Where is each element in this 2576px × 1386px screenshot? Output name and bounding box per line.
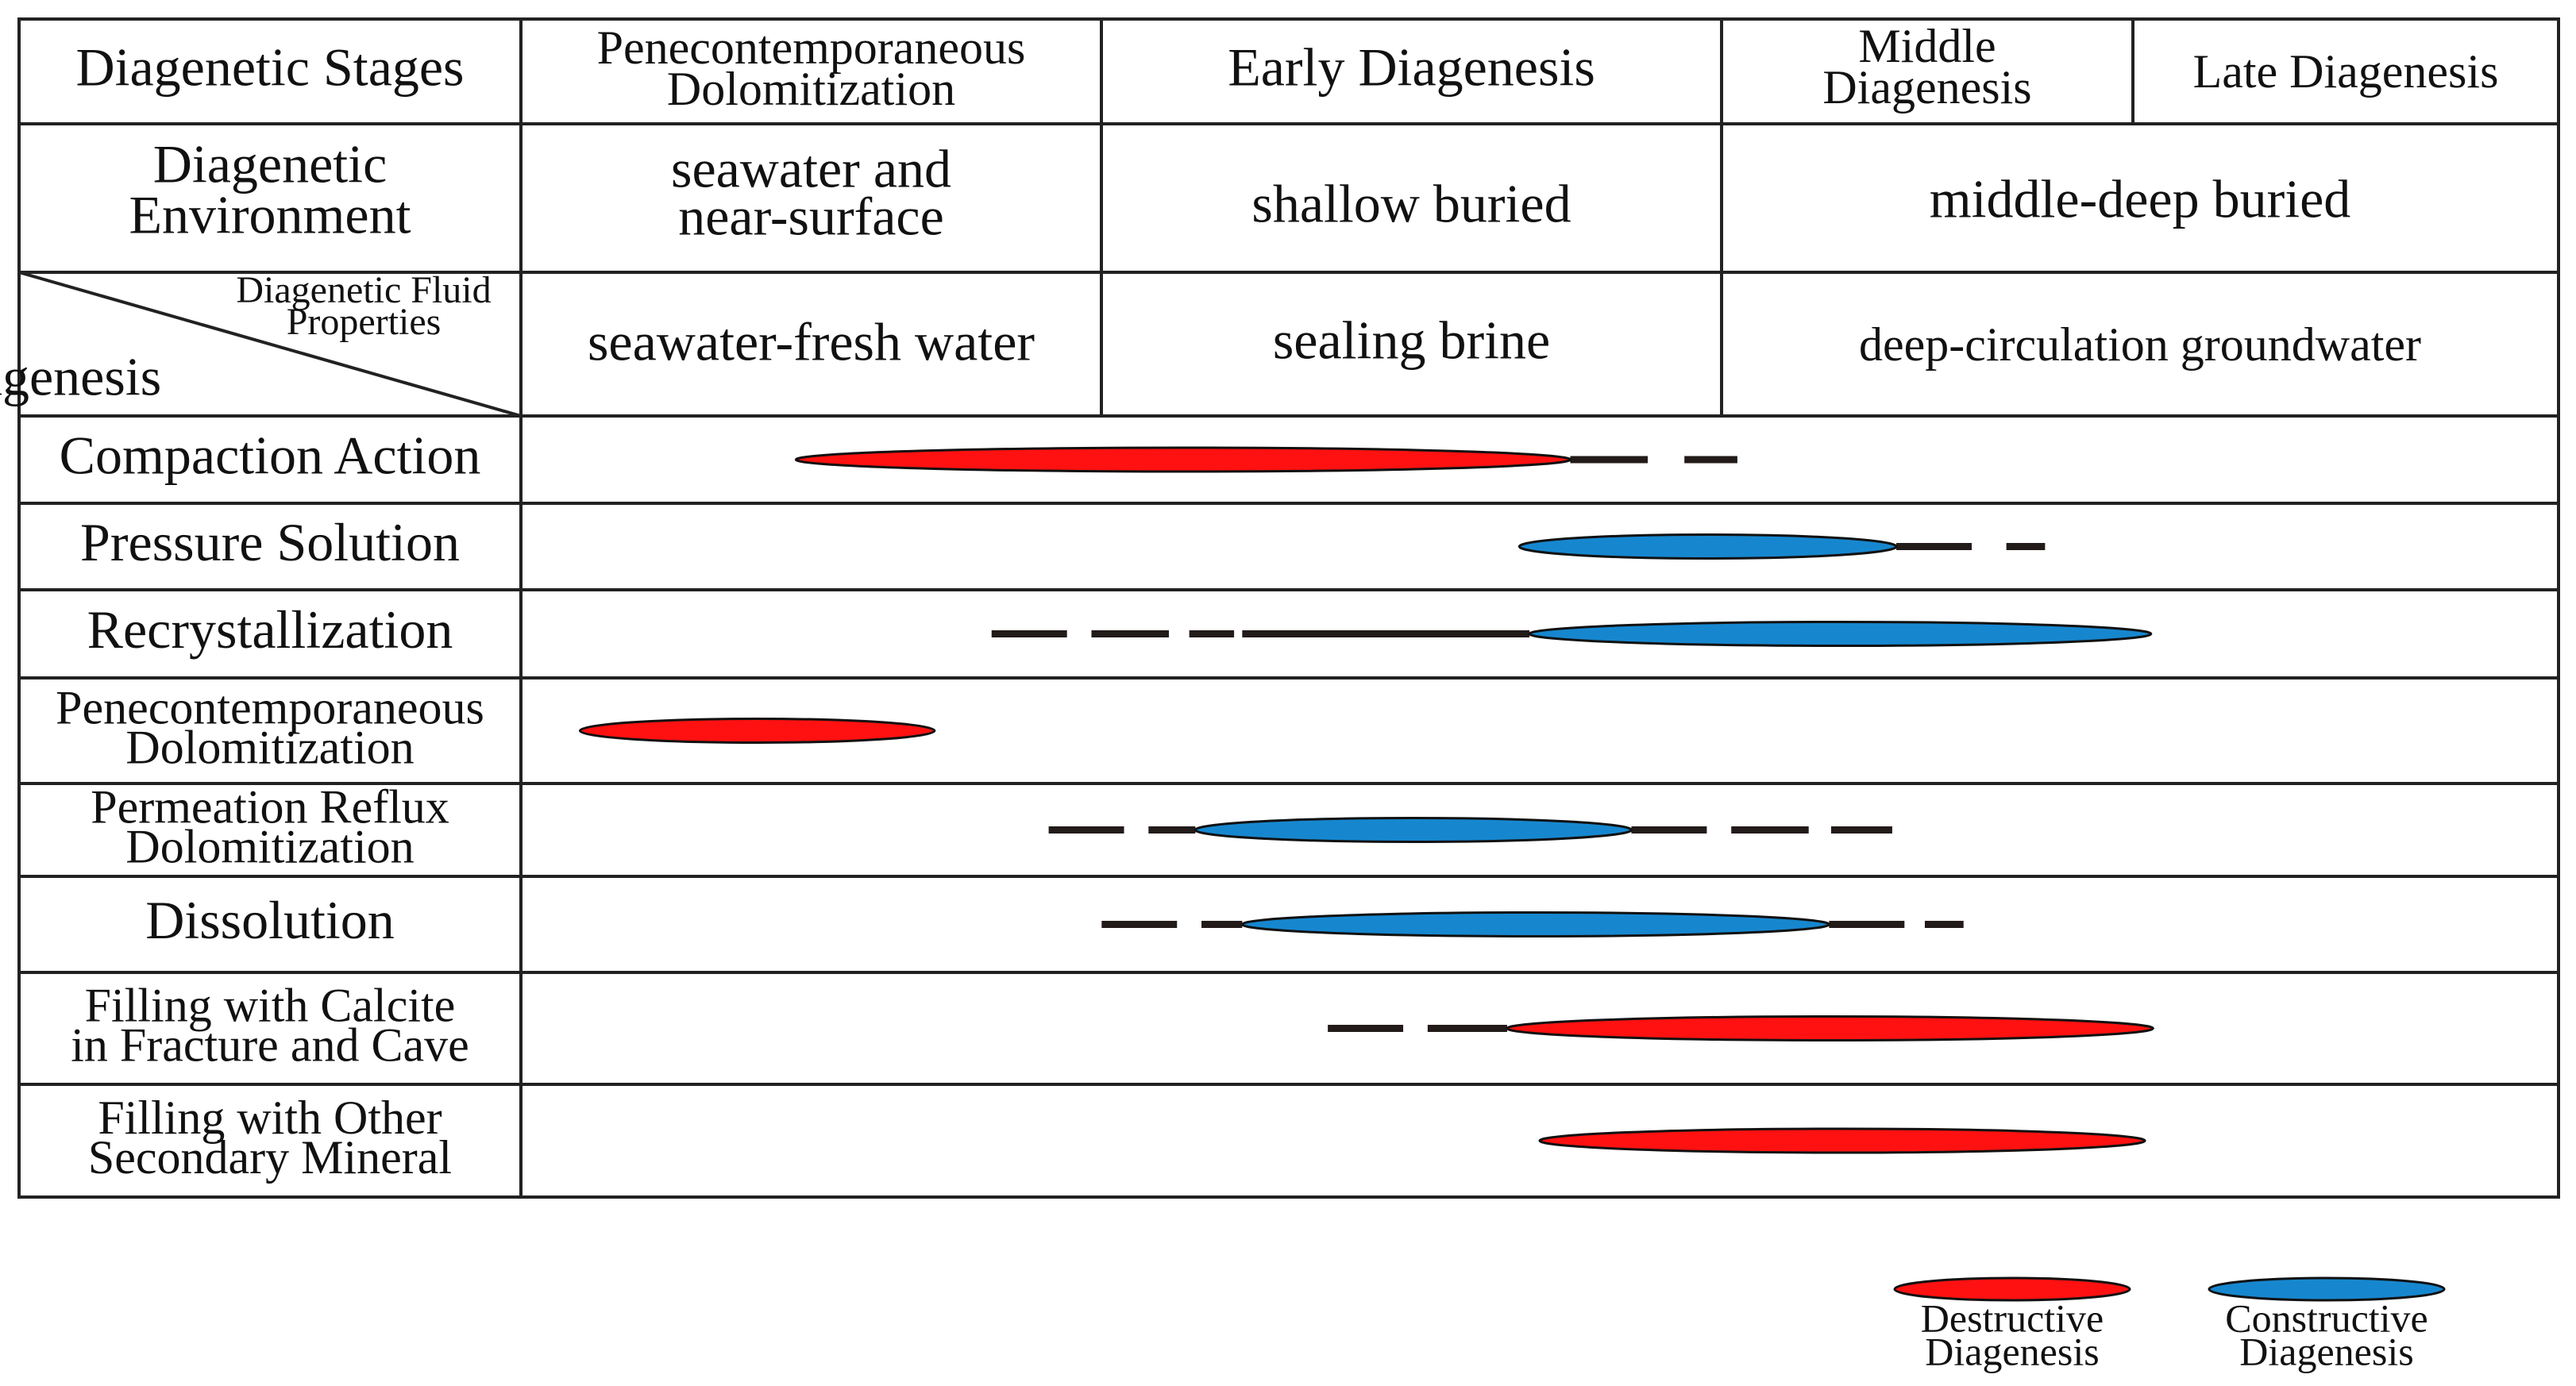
fluid-brine: sealing brine	[1273, 310, 1550, 371]
process-name: Permeation Reflux	[91, 780, 449, 833]
process-name: Dolomitization	[125, 820, 414, 872]
process-span-constructive	[1517, 533, 1898, 560]
process-name: Penecontemporaneous	[56, 681, 484, 733]
stage-middle: Diagenesis	[1822, 61, 2031, 114]
process-span-constructive	[1528, 621, 2153, 647]
process-name: Secondary Mineral	[88, 1131, 452, 1184]
diagenesis-header: Diagenesis	[0, 347, 161, 407]
legend: DestructiveDiagenesisConstructiveDiagene…	[1893, 1276, 2446, 1373]
environment-header: Diagenetic	[153, 134, 388, 194]
fluid-groundwater: deep-circulation groundwater	[1859, 318, 2421, 371]
process-span-destructive	[794, 446, 1571, 473]
fluid-properties-header: Properties	[287, 301, 442, 343]
stage-penecontemporaneous: Penecontemporaneous	[597, 21, 1026, 74]
env-seawater: near-surface	[678, 187, 944, 247]
fluid-properties-header: Diagenetic Fluid	[236, 269, 491, 311]
header-diagonal	[18, 271, 522, 418]
table-grid	[17, 17, 2560, 1199]
process-span-destructive	[578, 718, 936, 744]
env-shallow: shallow buried	[1251, 174, 1571, 234]
stages-header: Diagenetic Stages	[75, 37, 464, 98]
legend-destructive-label: Diagenesis	[1925, 1329, 2099, 1373]
env-middle-deep: middle-deep buried	[1930, 169, 2351, 229]
legend-constructive-swatch	[2208, 1276, 2446, 1302]
legend-destructive-label: Destructive	[1921, 1296, 2104, 1340]
table-labels: Diagenetic Stages PenecontemporaneousDolo…	[0, 20, 2498, 1184]
process-name: Filling with Other	[98, 1091, 442, 1144]
process-name: Compaction Action	[60, 425, 481, 486]
process-name: Filling with Calcite	[85, 979, 456, 1031]
process-name: Dissolution	[145, 890, 395, 950]
fluid-seawater: seawater-fresh water	[588, 312, 1035, 372]
stage-middle: Middle	[1858, 20, 1996, 72]
process-span-constructive	[1194, 817, 1633, 843]
stage-late: Late Diagenesis	[2193, 45, 2499, 98]
process-name: Dolomitization	[125, 721, 414, 773]
legend-destructive-swatch	[1893, 1276, 2131, 1302]
stage-penecontemporaneous: Dolomitization	[667, 63, 955, 115]
legend-constructive-label: Constructive	[2225, 1296, 2428, 1340]
process-name: Recrystallization	[87, 599, 453, 660]
process-span-constructive	[1240, 911, 1830, 937]
environment-header: Environment	[129, 185, 411, 245]
table-border	[17, 17, 2560, 1199]
legend-constructive-label: Diagenesis	[2239, 1329, 2413, 1373]
env-seawater: seawater and	[671, 139, 951, 199]
process-span-destructive	[1538, 1127, 2146, 1154]
process-name: in Fracture and Cave	[71, 1018, 469, 1071]
process-name: Pressure Solution	[80, 512, 460, 572]
process-span-destructive	[1506, 1015, 2154, 1041]
process-marks	[578, 446, 2154, 1154]
stage-early: Early Diagenesis	[1228, 37, 1595, 98]
